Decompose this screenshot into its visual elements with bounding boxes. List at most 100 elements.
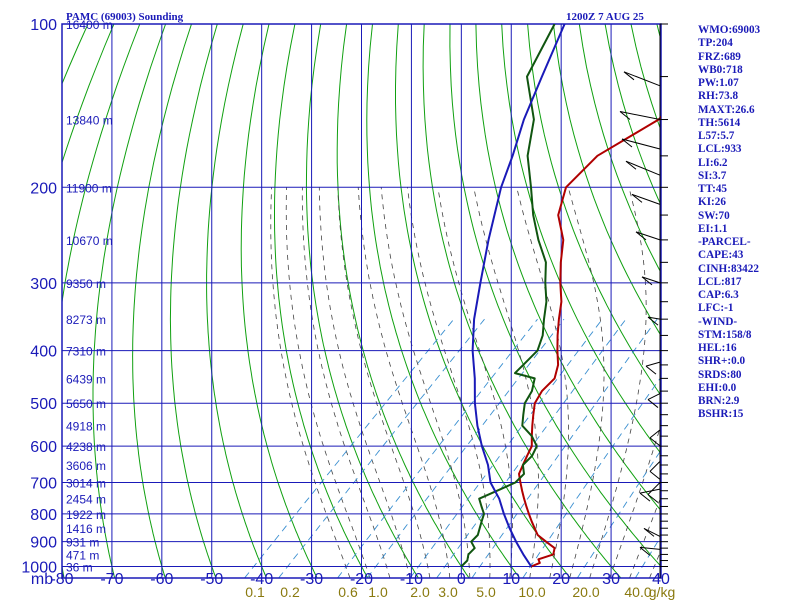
index-item: CINH:83422 xyxy=(698,262,759,275)
wind-barb-flag xyxy=(619,111,631,120)
temperature-tick-label: -80 xyxy=(50,571,73,588)
mixing-ratio-label: 3.0 xyxy=(438,584,458,600)
dry-adiabat xyxy=(336,24,470,578)
index-item: PW:1.07 xyxy=(698,77,739,89)
index-item: CAP:6.3 xyxy=(698,289,739,301)
pressure-tick-label: 600 xyxy=(30,439,57,456)
temperature-tick-label: -20 xyxy=(350,571,373,588)
wind-barb xyxy=(647,393,661,401)
temperature-tick-label: -50 xyxy=(200,571,223,588)
chart-title: PAMC (69003) Sounding xyxy=(66,11,184,23)
wind-barb-flag xyxy=(647,494,659,503)
mixing-ratio-label: 0.6 xyxy=(338,584,358,600)
wind-barb xyxy=(635,231,661,241)
wind-barb-flag xyxy=(647,316,659,326)
height-label: 5650 m xyxy=(66,397,106,411)
index-item: LFC:-1 xyxy=(698,302,734,315)
pressure-tick-label: 1000 xyxy=(21,560,57,577)
height-label: 4918 m xyxy=(66,420,106,434)
pressure-tick-label: 300 xyxy=(30,276,57,293)
index-item: -PARCEL- xyxy=(698,236,751,248)
height-label: 471 m xyxy=(66,548,99,562)
wind-barb-flag xyxy=(641,276,653,286)
pressure-tick-label: 700 xyxy=(30,475,57,492)
wind-barb-flag xyxy=(643,527,655,537)
index-item: LI:6.2 xyxy=(698,156,728,169)
moist-adiabat xyxy=(407,187,491,578)
dry-adiabat xyxy=(132,24,192,578)
height-label: 3606 m xyxy=(66,459,106,473)
height-label: 931 m xyxy=(66,536,99,550)
plot-frame xyxy=(61,23,662,579)
dry-adiabat xyxy=(501,24,661,455)
wind-barb-flag xyxy=(649,470,661,480)
mixing-ratio-label: 40.0 xyxy=(624,584,651,600)
mixing-ratio-line xyxy=(471,318,658,578)
wind-barb xyxy=(641,276,661,284)
wind-barb xyxy=(645,361,661,367)
index-item: EHI:0.0 xyxy=(698,381,737,394)
wind-barb-flag xyxy=(631,193,643,203)
temperature-tick-label: 20 xyxy=(552,571,570,588)
wind-barb xyxy=(647,316,661,320)
temperature-tick-label: -60 xyxy=(150,571,173,588)
pressure-tick-label: 100 xyxy=(30,17,57,34)
moist-adiabat xyxy=(473,187,539,578)
wind-barb-flag xyxy=(645,365,657,375)
dry-adiabat xyxy=(552,24,661,337)
wind-barb-flag xyxy=(621,138,633,148)
wind-barb xyxy=(621,138,661,150)
wind-barb xyxy=(625,160,661,176)
index-item: BRN:2.9 xyxy=(698,395,740,407)
temperature-tick-label: 0 xyxy=(457,571,466,588)
pressure-tick-label: 400 xyxy=(30,344,57,361)
dry-adiabat xyxy=(169,24,218,578)
wind-barb-flag xyxy=(625,160,637,170)
index-item: L57:5.7 xyxy=(698,130,735,142)
height-label: 11900 m xyxy=(66,181,112,195)
index-item: WMO:69003 xyxy=(698,24,761,36)
index-item: LCL:933 xyxy=(698,143,742,156)
index-item: HEL:16 xyxy=(698,342,737,354)
index-item: FRZ:689 xyxy=(698,50,741,63)
wind-barb xyxy=(647,482,661,495)
index-item: KI:26 xyxy=(698,196,726,209)
mixing-ratio-label: 0.1 xyxy=(245,584,265,600)
wind-barb-flag xyxy=(639,547,651,556)
mixing-ratio-label: 1.0 xyxy=(368,584,388,600)
moist-adiabat xyxy=(516,187,569,578)
height-label: 16400 m xyxy=(66,18,113,32)
wind-barb-flag xyxy=(639,492,651,502)
wind-barb-flag xyxy=(647,399,659,408)
height-label: 13840 m xyxy=(66,114,113,128)
wind-barb xyxy=(623,71,661,87)
height-label: 3014 m xyxy=(66,476,106,490)
wind-barb-flag xyxy=(623,71,635,81)
wind-barb xyxy=(643,527,661,537)
moist-adiabat xyxy=(337,187,431,578)
temperature-tick-label: 10 xyxy=(502,571,520,588)
height-label: 6439 m xyxy=(66,372,106,386)
chart-subtitle: 1200Z 7 AUG 25 xyxy=(566,11,644,23)
index-item: EI:1.1 xyxy=(698,222,728,235)
dewpoint-profile xyxy=(460,24,556,568)
index-item: CAPE:43 xyxy=(698,249,744,262)
dry-adiabat xyxy=(578,24,661,274)
dry-adiabat xyxy=(395,24,571,578)
height-label: 2454 m xyxy=(66,493,106,507)
pressure-tick-label: 200 xyxy=(30,180,57,197)
x-axis-unit-label: mb xyxy=(31,571,53,588)
index-item: SW:70 xyxy=(698,209,730,222)
dry-adiabat xyxy=(240,24,318,578)
mixing-ratio-label: 10.0 xyxy=(518,584,545,600)
height-label: 36 m xyxy=(66,561,93,575)
dry-adiabat xyxy=(366,24,521,578)
parcel-profile xyxy=(471,24,566,568)
height-label: 4238 m xyxy=(66,440,106,454)
pressure-tick-label: 500 xyxy=(30,396,57,413)
index-item: TP:204 xyxy=(698,37,733,50)
index-item: WB0:718 xyxy=(698,63,743,76)
mixing-ratio-label: 5.0 xyxy=(476,584,496,600)
dry-adiabat xyxy=(62,24,141,578)
mixing-ratio-label: 2.0 xyxy=(410,584,430,600)
